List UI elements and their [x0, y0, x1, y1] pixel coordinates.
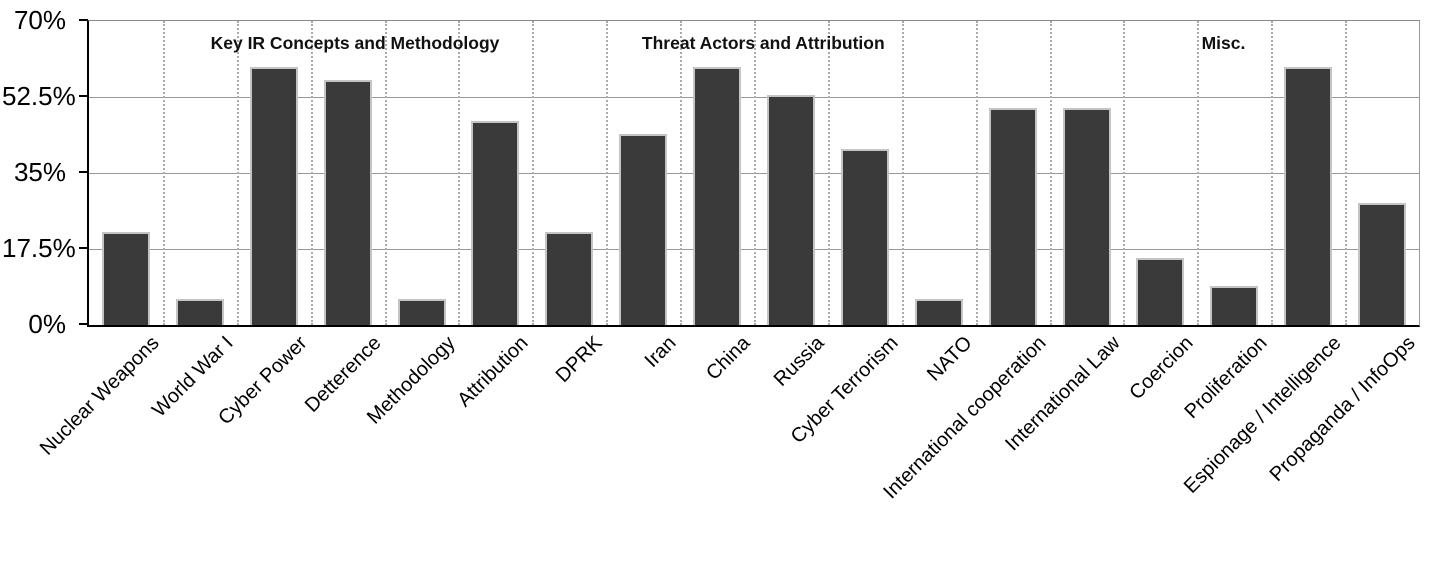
category-separator — [162, 21, 165, 325]
category-separator — [1197, 21, 1200, 325]
bar-dprk — [545, 231, 594, 325]
category-separator — [236, 21, 239, 325]
bar-russia — [766, 94, 815, 325]
bar-world-war-i — [175, 298, 224, 325]
bar-international-cooperation — [988, 107, 1037, 325]
y-tick-label: 52.5% — [2, 81, 76, 111]
bar-espionage-intelligence — [1284, 66, 1333, 325]
category-separator — [827, 21, 830, 325]
bar-nuclear-weapons — [101, 231, 150, 325]
category-separator — [901, 21, 904, 325]
y-tick-mark — [79, 19, 88, 21]
bar-international-law — [1062, 107, 1111, 325]
bar-propaganda-infoops — [1358, 203, 1407, 325]
bar-china — [693, 66, 742, 325]
bar-coercion — [1136, 257, 1185, 325]
category-separator — [1123, 21, 1126, 325]
bar-iran — [619, 133, 668, 325]
bar-attribution — [471, 120, 520, 325]
category-separator — [754, 21, 756, 325]
category-separator — [1271, 21, 1274, 325]
bar-cyber-power — [249, 66, 298, 325]
category-separator — [310, 21, 313, 325]
bar-nato — [914, 298, 963, 325]
bar-detterence — [323, 79, 372, 325]
y-tick-label: 35% — [13, 157, 66, 187]
group-label-misc: Misc. — [1201, 33, 1246, 53]
bar-cyber-terrorism — [840, 149, 889, 325]
bar-proliferation — [1210, 285, 1259, 325]
group-label-threat-actors-and-attribution: Threat Actors and Attribution — [641, 33, 885, 53]
y-tick-mark — [79, 95, 88, 97]
category-separator — [532, 21, 535, 325]
category-separator — [975, 21, 978, 325]
category-separator — [680, 21, 683, 325]
y-tick-mark — [79, 247, 88, 249]
y-tick-label: 17.5% — [2, 233, 76, 263]
y-tick-label: 0% — [28, 309, 66, 339]
category-separator — [458, 21, 461, 325]
bar-methodology — [397, 298, 446, 325]
category-separator — [384, 21, 387, 325]
category-separator — [1345, 21, 1348, 325]
group-label-key-ir-concepts-and-methodology: Key IR Concepts and Methodology — [210, 33, 500, 53]
y-tick-mark — [79, 171, 88, 173]
y-tick-mark — [79, 323, 88, 325]
plot-area: Key IR Concepts and Methodology Threat Ac… — [87, 20, 1420, 327]
category-separator — [1049, 21, 1052, 325]
category-separator — [606, 21, 609, 325]
y-tick-label: 70% — [13, 5, 66, 35]
